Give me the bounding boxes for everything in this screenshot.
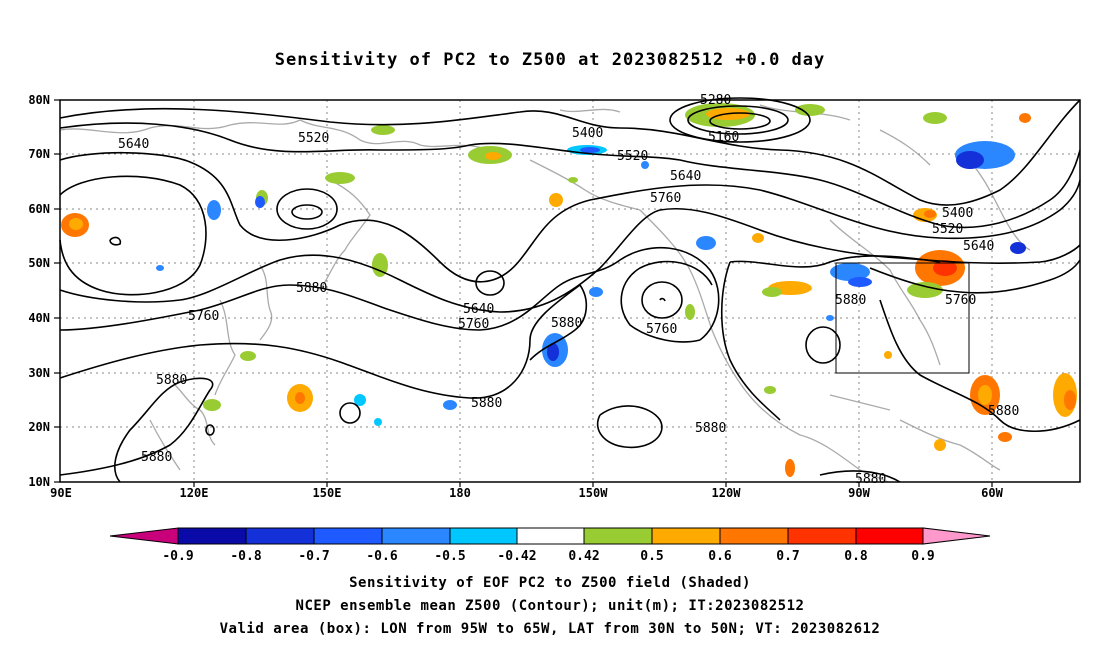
coastlines xyxy=(59,104,1031,483)
colorbar-label: 0.8 xyxy=(844,549,868,564)
contour-label: 5640 xyxy=(963,239,994,254)
lon-label: 180 xyxy=(449,486,471,500)
lat-label: 70N xyxy=(28,147,50,161)
lat-label: 50N xyxy=(28,256,50,270)
lon-axis: 90E 120E 150E 180 150W 120W 90W 60W xyxy=(50,486,1003,500)
contour-label: 5520 xyxy=(932,222,963,237)
lon-ticks xyxy=(193,482,993,487)
footer-shading-caption: Sensitivity of EOF PC2 to Z500 field (Sh… xyxy=(349,575,751,591)
colorbar-labels: -0.9 -0.8 -0.7 -0.6 -0.5 -0.42 0.42 0.5 … xyxy=(162,549,934,564)
colorbar-swatch xyxy=(449,527,518,545)
colorbar-swatch xyxy=(719,527,789,545)
contour-label: 5880 xyxy=(988,404,1019,419)
colorbar-swatch xyxy=(313,527,383,545)
contour-label: 5880 xyxy=(551,316,582,331)
contour-labels: 5280 5160 5400 5520 5640 5520 5640 5760 … xyxy=(118,93,1019,487)
colorbar-swatch xyxy=(516,527,585,545)
lon-label: 90W xyxy=(848,486,870,500)
colorbar-swatch xyxy=(381,527,451,545)
z500-contours xyxy=(59,97,1081,483)
contour-label: 5760 xyxy=(945,293,976,308)
contour-label: 5400 xyxy=(572,126,603,141)
lat-axis: 80N 70N 60N 50N 40N 30N 20N 10N xyxy=(28,93,50,489)
footer-contour-caption: NCEP ensemble mean Z500 (Contour); unit(… xyxy=(295,598,805,614)
plot-title: Sensitivity of PC2 to Z500 at 2023082512… xyxy=(274,50,826,70)
lon-label: 120W xyxy=(712,486,742,500)
colorbar-label: 0.9 xyxy=(911,549,934,564)
lat-label: 80N xyxy=(28,93,50,107)
colorbar xyxy=(109,527,991,545)
colorbar-label: 0.7 xyxy=(776,549,799,564)
contour-label: 5880 xyxy=(141,450,172,465)
contour-label: 5640 xyxy=(670,169,701,184)
colorbar-swatch xyxy=(855,527,924,545)
contour-label: 5760 xyxy=(646,322,677,337)
contour-label: 5880 xyxy=(156,373,187,388)
colorbar-label: -0.8 xyxy=(230,549,261,564)
contour-label: 5400 xyxy=(942,206,973,221)
lat-label: 40N xyxy=(28,311,50,325)
contour-label: 5640 xyxy=(463,302,494,317)
colorbar-label: -0.42 xyxy=(497,549,536,564)
colorbar-swatch xyxy=(245,527,315,545)
colorbar-swatch xyxy=(177,527,247,545)
colorbar-label: -0.9 xyxy=(162,549,193,564)
footer-valid-area-caption: Valid area (box): LON from 95W to 65W, L… xyxy=(219,621,881,637)
contour-label: 5880 xyxy=(835,293,866,308)
contour-label: 5640 xyxy=(118,137,149,152)
colorbar-upper-extension xyxy=(922,527,991,545)
lon-label: 60W xyxy=(981,486,1003,500)
colorbar-lower-extension xyxy=(109,527,179,545)
colorbar-label: -0.7 xyxy=(298,549,329,564)
contour-label: 5760 xyxy=(650,191,681,206)
contour-label: 5880 xyxy=(471,396,502,411)
valid-area-box xyxy=(835,262,970,374)
contour-label: 5760 xyxy=(458,317,489,332)
contour-label: 5880 xyxy=(296,281,327,296)
contour-label: 5520 xyxy=(617,149,648,164)
lat-ticks xyxy=(54,99,60,483)
lon-label: 150W xyxy=(579,486,609,500)
contour-label: 5760 xyxy=(188,309,219,324)
grid-lines xyxy=(60,100,1080,482)
colorbar-label: -0.5 xyxy=(434,549,465,564)
lat-label: 30N xyxy=(28,366,50,380)
colorbar-label: -0.6 xyxy=(366,549,397,564)
lon-label: 150E xyxy=(313,486,342,500)
contour-label: 5880 xyxy=(695,421,726,436)
contour-label: 5520 xyxy=(298,131,329,146)
lat-label: 20N xyxy=(28,420,50,434)
sensitivity-shading xyxy=(61,103,1077,477)
lat-label: 60N xyxy=(28,202,50,216)
colorbar-swatch xyxy=(583,527,653,545)
colorbar-label: 0.6 xyxy=(708,549,732,564)
lon-label: 120E xyxy=(180,486,209,500)
map-frame xyxy=(59,99,1081,483)
colorbar-swatch xyxy=(787,527,857,545)
contour-label: 5880 xyxy=(855,472,886,487)
colorbar-swatch xyxy=(651,527,721,545)
colorbar-label: 0.5 xyxy=(640,549,663,564)
contour-label: 5160 xyxy=(708,130,739,145)
lat-label: 10N xyxy=(28,475,50,489)
lon-label: 90E xyxy=(50,486,72,500)
colorbar-label: 0.42 xyxy=(568,549,599,564)
